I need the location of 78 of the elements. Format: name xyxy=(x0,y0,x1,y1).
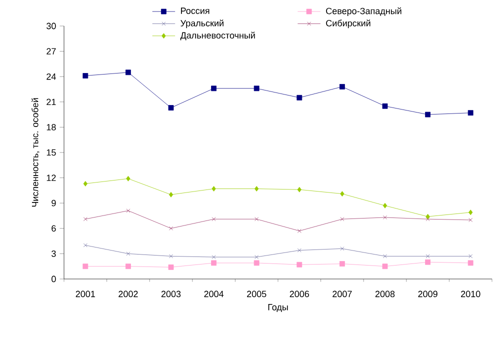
point xyxy=(254,86,260,92)
legend-label: Дальневосточный xyxy=(180,32,255,40)
point xyxy=(296,262,302,268)
point xyxy=(425,112,430,118)
point xyxy=(168,105,174,110)
x-tick-label: 2001 xyxy=(76,290,95,298)
point xyxy=(297,186,302,192)
y-tick-label: 24 xyxy=(46,73,56,80)
point xyxy=(83,243,88,248)
y-tick-label: 27 xyxy=(46,48,56,54)
point xyxy=(168,264,174,270)
x-tick-label: 2006 xyxy=(290,290,310,298)
point xyxy=(296,94,302,100)
point xyxy=(383,215,387,220)
legend-label: Северо-Западный xyxy=(326,7,402,16)
y-tick-label: 18 xyxy=(46,124,56,130)
point xyxy=(83,180,88,186)
y-tick-label: 21 xyxy=(46,98,56,106)
point xyxy=(254,260,260,266)
point xyxy=(212,255,216,260)
point xyxy=(383,254,387,258)
point xyxy=(468,254,473,258)
point xyxy=(339,84,345,90)
x-tick-label: 2009 xyxy=(418,290,438,298)
point xyxy=(212,217,216,222)
point xyxy=(254,186,259,192)
y-tick-label: 3 xyxy=(52,250,56,257)
x-tick-label: 2004 xyxy=(204,290,224,298)
y-tick-label: 6 xyxy=(52,225,56,232)
point xyxy=(426,217,430,222)
point xyxy=(382,202,388,208)
legend-label: Россия xyxy=(181,8,210,14)
legend-label: Уральский xyxy=(180,20,224,28)
point xyxy=(126,208,130,213)
point xyxy=(468,210,473,216)
point xyxy=(426,214,430,220)
x-tick-label: 2007 xyxy=(332,290,352,298)
point xyxy=(340,217,344,222)
x-tick-label: 2008 xyxy=(375,290,395,298)
point xyxy=(254,255,259,260)
point xyxy=(126,252,130,256)
y-axis-title: Численность, тыс. особей xyxy=(31,98,40,207)
point xyxy=(82,264,88,270)
point xyxy=(168,192,174,198)
point xyxy=(297,248,302,252)
point xyxy=(426,254,430,258)
x-axis-title: Годы xyxy=(268,304,288,312)
y-tick-label: 12 xyxy=(46,174,56,181)
point xyxy=(382,103,388,109)
point xyxy=(339,261,345,267)
point xyxy=(297,228,302,233)
point xyxy=(382,264,388,270)
legend-label: Сибирский xyxy=(326,20,370,28)
point xyxy=(169,226,173,230)
y-tick-label: 15 xyxy=(46,149,56,156)
y-tick-label: 0 xyxy=(52,276,56,282)
x-tick-label: 2010 xyxy=(461,290,480,298)
point xyxy=(83,217,88,222)
point xyxy=(211,86,216,92)
x-tick-label: 2003 xyxy=(161,290,181,298)
point xyxy=(468,218,473,222)
point xyxy=(340,191,344,197)
point xyxy=(212,186,216,192)
point xyxy=(254,217,259,222)
point xyxy=(211,260,216,266)
point xyxy=(126,176,130,182)
point xyxy=(126,70,131,76)
point xyxy=(468,260,474,266)
point xyxy=(468,110,474,116)
point xyxy=(169,254,173,258)
y-tick-label: 9 xyxy=(52,200,56,206)
point xyxy=(425,259,430,265)
point xyxy=(340,246,344,251)
point xyxy=(126,264,131,270)
x-tick-label: 2005 xyxy=(247,290,266,298)
point xyxy=(82,73,88,78)
x-tick-label: 2002 xyxy=(118,290,138,298)
y-tick-label: 30 xyxy=(46,22,56,30)
